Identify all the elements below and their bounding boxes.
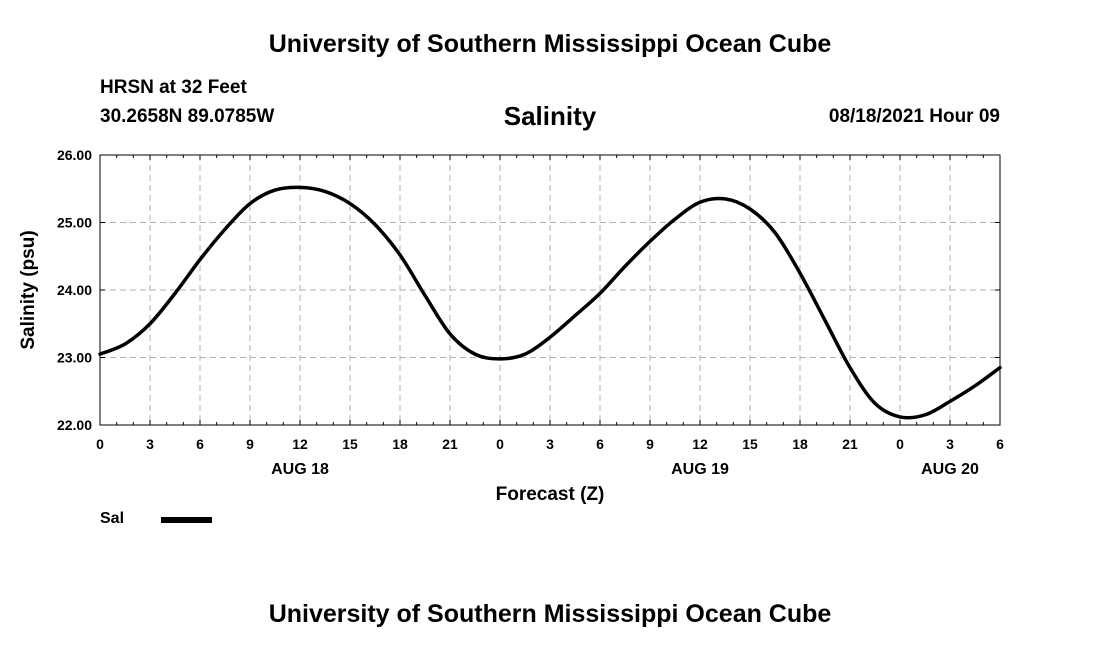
x-tick-label: 9 xyxy=(246,436,254,452)
x-tick-label: 6 xyxy=(196,436,204,452)
day-label: AUG 20 xyxy=(921,461,979,478)
y-tick-label: 22.00 xyxy=(57,417,92,433)
y-tick-labels: 22.00 23.00 24.00 25.00 26.00 xyxy=(57,147,92,433)
x-tick-labels: 0 3 6 9 12 15 18 21 0 3 6 9 12 15 18 21 0 3 6 xyxy=(96,436,1004,452)
x-tick-label: 3 xyxy=(946,436,954,452)
x-tick-label: 12 xyxy=(292,436,308,452)
x-tick-label: 15 xyxy=(742,436,758,452)
x-tick-label: 6 xyxy=(996,436,1004,452)
x-tick-label: 21 xyxy=(442,436,458,452)
x-tick-label: 6 xyxy=(596,436,604,452)
bottom-title: University of Southern Mississippi Ocean… xyxy=(268,600,832,628)
legend-label: Sal xyxy=(100,510,125,527)
x-tick-label: 18 xyxy=(792,436,808,452)
x-tick-label: 12 xyxy=(692,436,708,452)
x-axis-title: Forecast (Z) xyxy=(496,484,605,505)
plot-frame xyxy=(99,154,1001,426)
series-line-sal xyxy=(98,185,1002,420)
grid-lines xyxy=(100,155,1000,425)
x-tick-label: 9 xyxy=(646,436,654,452)
top-title: University of Southern Mississippi Ocean… xyxy=(268,30,832,58)
y-tick-label: 23.00 xyxy=(57,350,92,366)
day-label: AUG 19 xyxy=(671,461,729,478)
forecast-datetime: 08/18/2021 Hour 09 xyxy=(828,106,1000,127)
x-tick-label: 15 xyxy=(342,436,358,452)
y-tick-label: 24.00 xyxy=(57,282,92,298)
x-tick-label: 3 xyxy=(546,436,554,452)
chart-title: Salinity xyxy=(503,101,597,131)
y-tick-label: 26.00 xyxy=(57,147,92,163)
day-labels: AUG 18 AUG 19 AUG 20 xyxy=(271,461,979,478)
x-tick-label: 0 xyxy=(896,436,904,452)
x-tick-label: 18 xyxy=(392,436,408,452)
x-tick-label: 0 xyxy=(496,436,504,452)
station-label: HRSN at 32 Feet xyxy=(100,77,247,98)
x-tick-label: 3 xyxy=(146,436,154,452)
day-label: AUG 18 xyxy=(271,461,329,478)
station-coordinates: 30.2658N 89.0785W xyxy=(100,106,275,127)
x-tick-label: 21 xyxy=(842,436,858,452)
y-axis-title: Salinity (psu) xyxy=(18,230,39,349)
legend-swatch xyxy=(161,517,212,523)
x-tick-label: 0 xyxy=(96,436,104,452)
y-tick-label: 25.00 xyxy=(57,215,92,231)
